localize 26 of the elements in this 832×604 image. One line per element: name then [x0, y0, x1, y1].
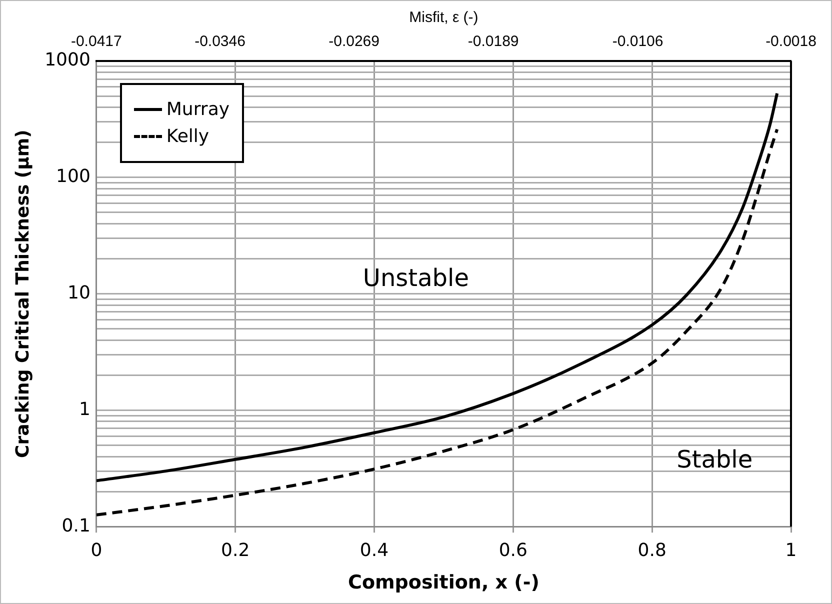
legend-label: Murray [166, 99, 230, 120]
x2-tick-label: -0.0417 [70, 33, 122, 50]
annotation: Unstable [362, 264, 469, 292]
x-tick-label: 0.4 [360, 540, 389, 562]
y-tick-label: 0.1 [62, 515, 90, 536]
x2-tick-label: -0.0018 [766, 33, 816, 50]
x2-axis-title: Misfit, ε (-) [409, 9, 478, 26]
x-axis-title: Composition, x (-) [348, 572, 540, 594]
y-tick-label: 1000 [44, 50, 90, 71]
legend-label: Kelly [166, 126, 210, 147]
x-tick-label: 1 [785, 540, 797, 562]
y-tick-label: 100 [56, 166, 90, 188]
x-tick-label: 0.6 [498, 540, 528, 562]
y-tick-label: 1 [78, 398, 90, 420]
x2-tick-label: -0.0189 [468, 33, 519, 50]
y-tick-label: 10 [68, 282, 90, 304]
line-series [96, 92, 779, 482]
x-tick-label: 0 [90, 540, 102, 562]
x-tick-label: 0.2 [221, 540, 250, 562]
annotation: Stable [676, 446, 753, 474]
line-series [96, 128, 779, 516]
x2-tick-label: -0.0346 [194, 33, 246, 50]
x-tick-label: 0.8 [638, 540, 666, 562]
y-axis-title: Cracking Critical Thickness (µm) [12, 130, 34, 458]
x2-tick-label: -0.0106 [612, 33, 664, 50]
x2-tick-label: -0.0269 [328, 33, 380, 50]
